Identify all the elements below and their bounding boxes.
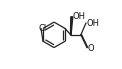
Text: O: O <box>87 44 94 53</box>
Text: OH: OH <box>73 12 86 21</box>
Text: OH: OH <box>86 19 99 28</box>
Polygon shape <box>71 17 73 35</box>
Text: Cl: Cl <box>38 24 46 33</box>
